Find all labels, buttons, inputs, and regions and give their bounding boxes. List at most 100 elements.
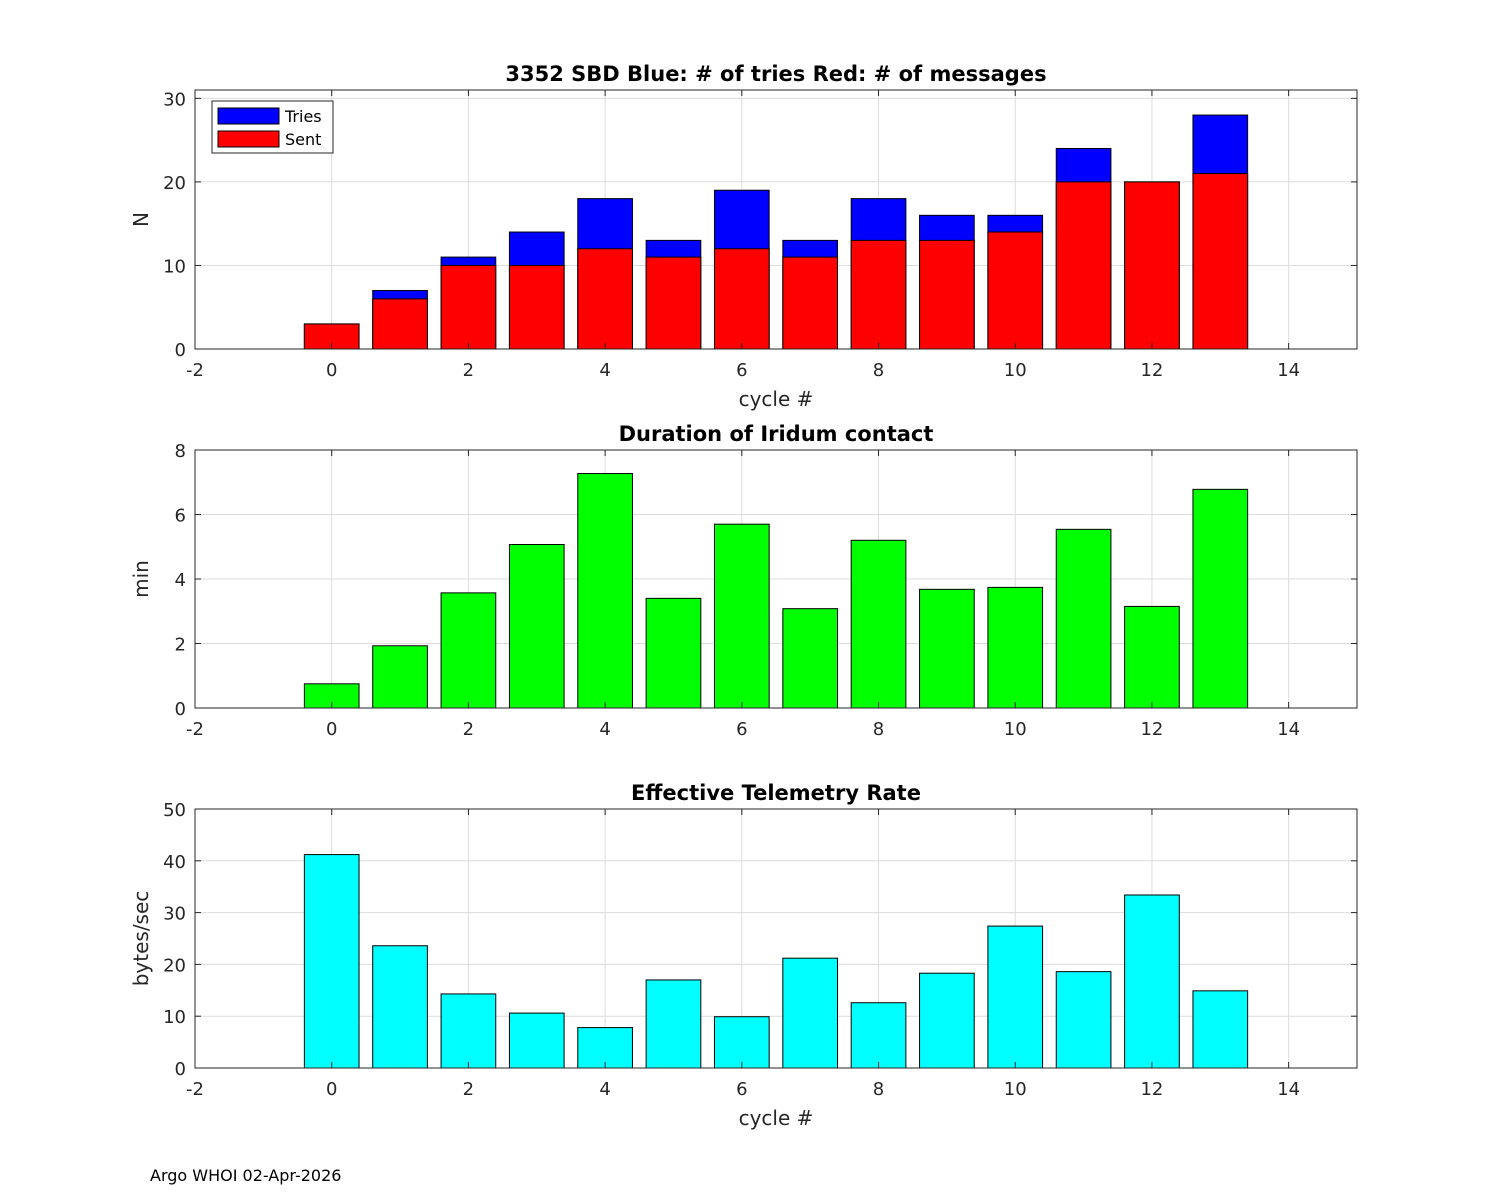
bar-rate-cycle-6 — [713, 1016, 770, 1069]
bar-duration-cycle-12 — [1124, 605, 1180, 709]
bar-rate-cycle-5 — [645, 979, 702, 1069]
x-tick-label: 4 — [599, 719, 610, 740]
bar-sent-cycle-2 — [440, 264, 497, 350]
x-tick-label: 12 — [1140, 1079, 1163, 1100]
y-tick-label: 20 — [163, 173, 186, 194]
y-tick-label: 50 — [163, 800, 186, 821]
chart-title: Duration of Iridum contact — [619, 422, 934, 446]
bar-rate-cycle-2 — [440, 993, 497, 1069]
x-tick-label: 8 — [873, 719, 884, 740]
legend-label-tries: Tries — [284, 107, 322, 126]
x-tick-label: 14 — [1277, 360, 1300, 381]
y-tick-label: 10 — [163, 1007, 186, 1028]
x-tick-label: 14 — [1277, 1079, 1300, 1100]
x-axis-label: cycle # — [739, 1106, 814, 1130]
y-tick-label: 30 — [163, 89, 186, 110]
y-tick-label: 8 — [175, 441, 186, 462]
bar-rate-cycle-8 — [850, 1002, 907, 1069]
bar-sent-cycle-1 — [372, 298, 428, 350]
chart-title: 3352 SBD Blue: # of tries Red: # of mess… — [505, 62, 1046, 86]
x-tick-label: 8 — [873, 360, 884, 381]
bar-duration-cycle-13 — [1192, 488, 1249, 709]
bar-sent-cycle-5 — [645, 256, 702, 350]
x-tick-label: 8 — [873, 1079, 884, 1100]
footer-text: Argo WHOI 02-Apr-2026 — [150, 1166, 342, 1185]
bar-duration-cycle-8 — [850, 539, 907, 709]
y-axis-label: N — [129, 212, 153, 227]
legend-swatch-tries — [217, 107, 280, 125]
bar-rate-cycle-12 — [1124, 894, 1180, 1069]
y-tick-label: 4 — [175, 570, 186, 591]
bar-duration-cycle-7 — [782, 608, 839, 709]
y-tick-label: 20 — [163, 955, 186, 976]
y-axis-label: bytes/sec — [129, 891, 153, 987]
x-tick-label: 10 — [1004, 1079, 1027, 1100]
x-tick-label: 12 — [1140, 360, 1163, 381]
bar-duration-cycle-9 — [919, 588, 975, 709]
axes-background — [195, 809, 1357, 1068]
x-tick-label: 0 — [326, 360, 337, 381]
legend-swatch-sent — [217, 130, 280, 148]
axes-box — [194, 89, 1358, 350]
x-tick-label: 6 — [736, 1079, 747, 1100]
y-tick-label: 40 — [163, 852, 186, 873]
bar-rate-cycle-0 — [303, 854, 360, 1069]
bar-sent-cycle-11 — [1055, 181, 1112, 350]
bar-rate-cycle-13 — [1192, 990, 1249, 1069]
x-tick-label: -2 — [186, 719, 204, 740]
bar-sent-cycle-12 — [1124, 181, 1180, 350]
bar-rate-cycle-7 — [782, 957, 839, 1069]
x-tick-label: 4 — [599, 360, 610, 381]
bar-rate-cycle-3 — [508, 1012, 565, 1069]
x-tick-label: 10 — [1004, 360, 1027, 381]
bar-sent-cycle-4 — [577, 248, 633, 350]
bar-rate-cycle-11 — [1055, 971, 1112, 1069]
bar-duration-cycle-1 — [372, 645, 428, 709]
bar-duration-cycle-11 — [1055, 528, 1112, 709]
x-tick-label: -2 — [186, 1079, 204, 1100]
y-tick-label: 30 — [163, 904, 186, 925]
x-tick-label: 2 — [463, 360, 474, 381]
y-tick-label: 0 — [175, 699, 186, 720]
bar-duration-cycle-2 — [440, 592, 497, 709]
x-tick-label: 12 — [1140, 719, 1163, 740]
x-tick-label: -2 — [186, 360, 204, 381]
legend-label-sent: Sent — [285, 130, 321, 149]
bar-rate-cycle-9 — [919, 972, 975, 1069]
axes-box — [194, 808, 1358, 1069]
bar-sent-cycle-7 — [782, 256, 839, 350]
bar-sent-cycle-13 — [1192, 173, 1249, 350]
x-tick-label: 14 — [1277, 719, 1300, 740]
bar-sent-cycle-10 — [987, 231, 1044, 350]
bar-duration-cycle-4 — [577, 473, 633, 709]
y-tick-label: 10 — [163, 256, 186, 277]
bar-sent-cycle-9 — [919, 239, 975, 350]
bar-rate-cycle-10 — [987, 925, 1044, 1069]
y-axis-label: min — [129, 560, 153, 598]
x-tick-label: 2 — [463, 1079, 474, 1100]
bar-duration-cycle-10 — [987, 586, 1044, 709]
bar-rate-cycle-4 — [577, 1027, 633, 1069]
x-tick-label: 4 — [599, 1079, 610, 1100]
bar-duration-cycle-5 — [645, 597, 702, 709]
chart-title: Effective Telemetry Rate — [631, 781, 921, 805]
axes-background — [195, 90, 1357, 349]
bar-duration-cycle-6 — [713, 523, 770, 709]
bar-rate-cycle-1 — [372, 945, 428, 1069]
x-tick-label: 6 — [736, 360, 747, 381]
bar-duration-cycle-3 — [508, 543, 565, 709]
bar-sent-cycle-3 — [508, 264, 565, 350]
bar-sent-cycle-6 — [713, 248, 770, 350]
x-tick-label: 0 — [326, 1079, 337, 1100]
x-axis-label: cycle # — [739, 387, 814, 411]
x-tick-label: 10 — [1004, 719, 1027, 740]
x-tick-label: 2 — [463, 719, 474, 740]
x-tick-label: 6 — [736, 719, 747, 740]
x-tick-label: 0 — [326, 719, 337, 740]
y-tick-label: 0 — [175, 1059, 186, 1080]
y-tick-label: 2 — [175, 635, 186, 656]
